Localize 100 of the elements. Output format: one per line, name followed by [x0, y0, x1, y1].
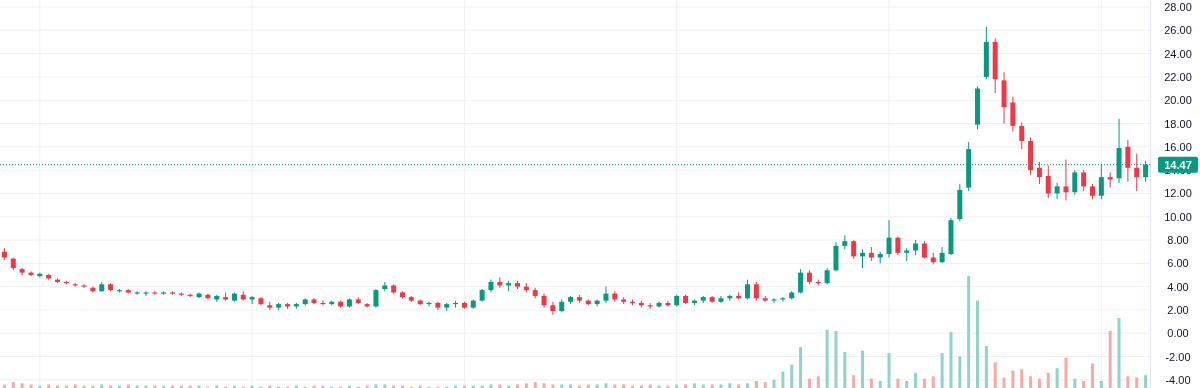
bar — [737, 384, 741, 388]
bar — [719, 384, 723, 388]
bar — [604, 383, 608, 388]
candlestick — [373, 288, 379, 309]
bar — [834, 330, 838, 388]
bar — [20, 383, 24, 388]
y-tick-label: 28.00 — [1164, 1, 1192, 14]
bar — [100, 384, 104, 388]
bar — [675, 384, 679, 388]
bar — [684, 384, 688, 388]
bar — [790, 364, 794, 388]
y-tick-label: 10.00 — [1164, 210, 1192, 223]
bar — [746, 383, 749, 388]
bar — [976, 300, 979, 388]
bar — [560, 384, 564, 388]
y-tick-label: 12.00 — [1164, 187, 1192, 200]
y-tick-label: 6.00 — [1167, 257, 1189, 270]
candlestick — [1010, 96, 1016, 133]
bar — [692, 383, 696, 388]
bar — [781, 371, 785, 388]
bar — [852, 375, 856, 388]
candlestick — [81, 283, 87, 289]
bar — [595, 384, 599, 388]
bar — [613, 384, 617, 388]
candlestick — [1081, 169, 1087, 192]
bar — [984, 346, 988, 388]
bar — [728, 383, 732, 388]
bar — [816, 376, 820, 388]
bar — [807, 378, 811, 388]
bar — [569, 384, 573, 388]
bar — [940, 353, 944, 388]
bar — [524, 383, 528, 388]
candlestick — [1072, 169, 1078, 196]
bar — [1055, 368, 1059, 388]
candlestick — [895, 236, 901, 256]
bar — [1082, 381, 1086, 388]
bar — [374, 384, 378, 388]
bar — [1064, 357, 1068, 388]
bar — [648, 384, 652, 388]
bar — [914, 372, 918, 388]
bar — [2, 384, 6, 388]
bar — [1073, 378, 1077, 388]
bar — [1099, 381, 1103, 388]
candlestick — [1036, 161, 1042, 185]
y-tick-label: 24.00 — [1164, 47, 1192, 60]
bar — [542, 383, 546, 388]
bar — [869, 378, 873, 388]
bar — [73, 384, 77, 388]
candlestick — [1019, 121, 1025, 150]
candlestick — [771, 297, 777, 304]
bar — [126, 384, 130, 388]
bar — [967, 276, 971, 388]
candlestick — [550, 301, 556, 316]
candlestick — [143, 290, 149, 297]
y-tick-label: -2.00 — [1165, 350, 1191, 363]
bar — [843, 351, 847, 388]
y-tick-label: -4.00 — [1165, 373, 1191, 386]
bar — [1029, 376, 1033, 388]
bar — [1117, 318, 1121, 388]
candlestick — [1134, 153, 1140, 192]
bar — [47, 384, 51, 388]
bar — [622, 384, 626, 388]
bar — [586, 384, 590, 388]
bar — [772, 379, 776, 388]
bar — [489, 384, 493, 388]
bar — [1126, 376, 1130, 388]
candlestick — [1125, 139, 1131, 183]
bar — [958, 356, 962, 388]
bar — [763, 382, 767, 388]
y-tick-label: 18.00 — [1164, 117, 1192, 130]
bar — [825, 329, 829, 388]
candlestick — [1054, 182, 1060, 200]
candlestick — [1063, 159, 1069, 201]
bar — [931, 376, 935, 388]
candlestick — [798, 268, 804, 295]
bar — [887, 353, 891, 388]
candlestick — [603, 286, 609, 304]
bar — [701, 384, 705, 388]
bar — [1020, 369, 1024, 388]
bar — [1144, 375, 1148, 388]
bar — [1091, 363, 1094, 388]
candlestick — [745, 279, 750, 300]
y-tick-label: 16.00 — [1164, 140, 1192, 153]
bar — [905, 381, 909, 388]
bar — [1037, 378, 1041, 388]
bar — [383, 384, 387, 388]
y-tick-label: 2.00 — [1167, 303, 1189, 316]
candlestick — [134, 290, 140, 296]
bar — [533, 382, 537, 388]
bar — [29, 384, 33, 388]
y-tick-label: 4.00 — [1167, 280, 1189, 293]
candlestick — [753, 281, 759, 302]
bar — [896, 378, 900, 388]
candlestick — [886, 219, 892, 258]
candlestick — [1045, 164, 1051, 199]
bar — [861, 350, 864, 388]
y-tick-label: 26.00 — [1164, 24, 1192, 37]
bar — [1011, 370, 1015, 388]
y-tick-label: 8.00 — [1167, 234, 1189, 247]
bar — [754, 381, 758, 388]
